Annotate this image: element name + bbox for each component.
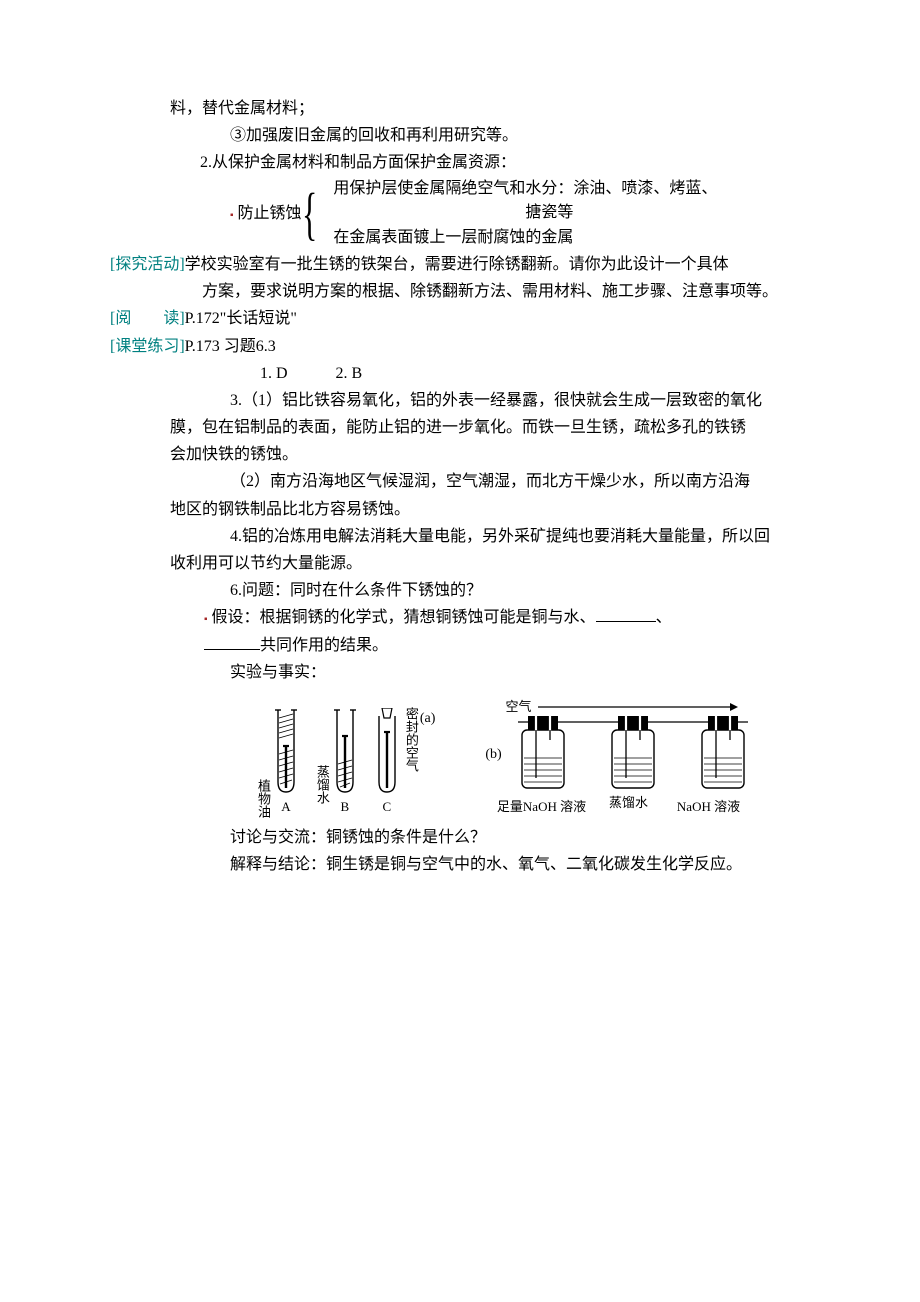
label-naoh: NaOH 溶液 — [661, 796, 757, 818]
text-line: 2.从保护金属材料和制品方面保护金属资源： — [110, 149, 810, 176]
text-line: 料，替代金属材料； — [110, 95, 810, 122]
tube-letter: B — [341, 796, 350, 818]
text-line: 讨论与交流：铜锈蚀的条件是什么？ — [110, 824, 810, 851]
text-line: 会加快铁的锈蚀。 — [110, 441, 810, 468]
section-label: [课堂练习] — [110, 338, 185, 355]
tube-b-group: 蒸馏水 — [314, 708, 359, 818]
figure-mark-a: (a) — [420, 707, 436, 731]
label-plant-oil: 植物油 — [255, 779, 270, 818]
text-line: 共同作用的结果。 — [110, 632, 810, 659]
figure-b-header: 空气 — [506, 696, 738, 718]
section-label: [探究活动] — [110, 256, 185, 273]
text-line: 在金属表面镀上一层耐腐蚀的金属 — [333, 226, 717, 251]
text-line: [探究活动]学校实验室有一批生锈的铁架台，需要进行除锈翻新。请你为此设计一个具体 — [110, 251, 810, 278]
tube-a: A — [272, 708, 300, 818]
label-water: 蒸馏水 — [597, 796, 661, 818]
text-line: [阅 读]P.172"长话短说" — [110, 305, 810, 332]
bottle-labels: 足量NaOH 溶液 蒸馏水 NaOH 溶液 — [487, 796, 757, 818]
experiment-figures: 植物油 — [110, 686, 810, 824]
text-line: 4.铝的冶炼用电解法消耗大量电能，另外采矿提纯也要消耗大量能量，所以回 — [110, 523, 810, 550]
figure-a: 植物油 — [255, 707, 435, 818]
tube-b: B — [331, 708, 359, 818]
wash-bottles-icon — [508, 716, 758, 794]
test-tube-icon — [331, 708, 359, 794]
text-line: 膜，包在铝制品的表面，能防止铝的进一步氧化。而铁一旦生锈，疏松多孔的铁锈 — [110, 414, 810, 441]
text-line: 搪瓷等 — [333, 201, 717, 226]
text-line: 收利用可以节约大量能源。 — [110, 550, 810, 577]
tube-letter: A — [281, 796, 290, 818]
test-tube-icon — [272, 708, 300, 794]
label-naoh-enough: 足量NaOH 溶液 — [487, 796, 597, 818]
document-page: 料，替代金属材料； ③加强废旧金属的回收和再利用研究等。 2.从保护金属材料和制… — [0, 0, 920, 959]
label-distilled-water: 蒸馏水 — [314, 765, 329, 804]
bracket-options: 用保护层使金属隔绝空气和水分：涂油、喷漆、烤蓝、 搪瓷等 在金属表面镀上一层耐腐… — [333, 177, 717, 251]
text-line: ▪假设：根据铜锈的化学式，猜想铜锈蚀可能是铜与水、、 — [110, 604, 810, 631]
figure-b: 空气 (b) — [485, 696, 757, 818]
tube-c-group: C 密封的空气 (a) — [373, 707, 435, 818]
bracket-label: ▪防止锈蚀 — [230, 200, 302, 227]
figure-mark-b: (b) — [485, 743, 501, 767]
blank-input[interactable] — [596, 607, 656, 622]
section-label: [阅 读] — [110, 310, 185, 327]
answer-line: 1. D 2. B — [110, 360, 810, 387]
text-line: 解释与结论：铜生锈是铜与空气中的水、氧气、二氧化碳发生化学反应。 — [110, 851, 810, 878]
label-air: 空气 — [506, 696, 532, 718]
tube-a-group: 植物油 — [255, 708, 300, 818]
blank-input[interactable] — [204, 634, 260, 649]
text-line: 实验与事实： — [110, 659, 810, 686]
text-line: （2）南方沿海地区气候湿润，空气潮湿，而北方干燥少水，所以南方沿海 — [110, 468, 810, 495]
text-line: 地区的钢铁制品比北方容易锈蚀。 — [110, 496, 810, 523]
marker-dot-icon: ▪ — [230, 210, 234, 221]
text-line: [课堂练习]P.173 习题6.3 — [110, 333, 810, 360]
rust-prevention-group: ▪防止锈蚀 { 用保护层使金属隔绝空气和水分：涂油、喷漆、烤蓝、 搪瓷等 在金属… — [110, 177, 810, 251]
text-line: ③加强废旧金属的回收和再利用研究等。 — [110, 122, 810, 149]
left-brace-icon: { — [302, 188, 320, 240]
tube-letter: C — [383, 796, 392, 818]
text-line: 方案，要求说明方案的根据、除锈翻新方法、需用材料、施工步骤、注意事项等。 — [110, 278, 810, 305]
label-sealed-air: 密封的空气 — [403, 707, 418, 772]
text-line: 3.（1）铝比铁容易氧化，铝的外表一经暴露，很快就会生成一层致密的氧化 — [110, 387, 810, 414]
marker-dot-icon: ▪ — [204, 614, 208, 625]
test-tube-icon — [373, 708, 401, 794]
text-line: 6.问题：同时在什么条件下锈蚀的？ — [110, 577, 810, 604]
tube-c: C — [373, 708, 401, 818]
text-line: 用保护层使金属隔绝空气和水分：涂油、喷漆、烤蓝、 — [333, 177, 717, 202]
bottles-row: (b) — [485, 716, 757, 794]
arrow-line-icon — [538, 700, 738, 714]
